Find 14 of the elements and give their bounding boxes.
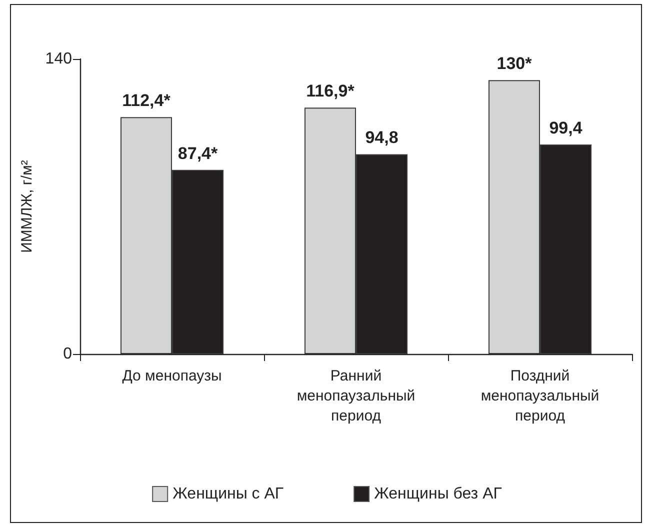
data-label: 112,4* [122, 91, 171, 110]
data-label: 94,8 [365, 128, 398, 148]
x-tick-label: Поздний менопаузальный период [480, 368, 600, 424]
y-tick-label: 140 [45, 50, 72, 68]
x-tick-label: Ранний менопаузальный период [296, 368, 416, 424]
data-label: 99,4 [549, 118, 583, 138]
y-tick-label: 0 [63, 346, 72, 362]
data-label: 116,9* [306, 82, 355, 101]
y-axis-title: ИММЛЖ, г/м² [18, 160, 36, 253]
data-label: 87,4* [178, 144, 218, 163]
legend-label: Женщины с АГ [172, 486, 284, 502]
data-label: 130* [496, 54, 532, 74]
legend-label: Женщины без АГ [374, 486, 502, 502]
x-tick-label: До менопаузы [122, 368, 222, 384]
